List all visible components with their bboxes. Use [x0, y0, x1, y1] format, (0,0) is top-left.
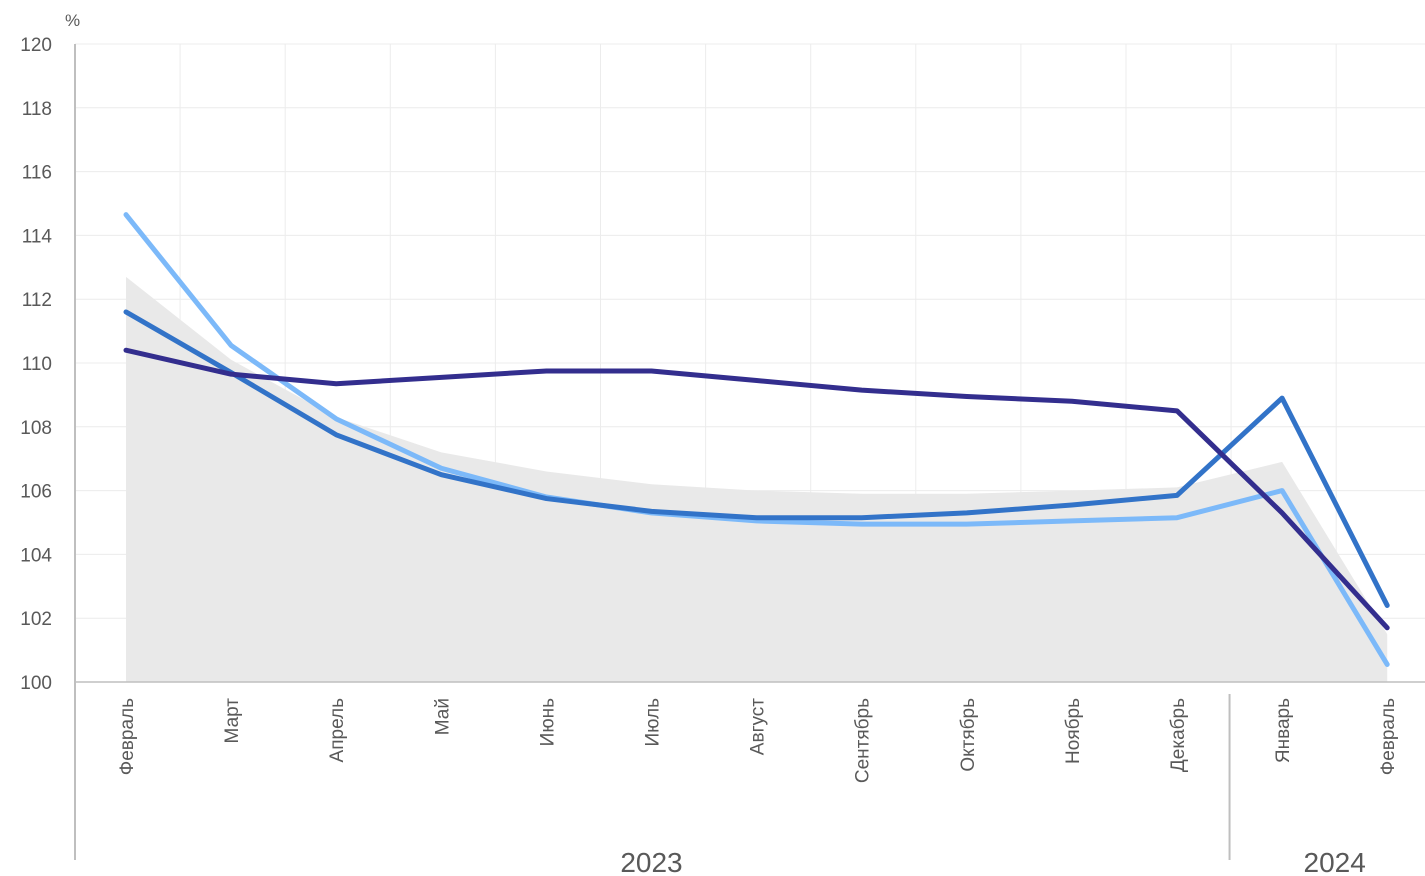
year-label: 2024 — [1304, 847, 1366, 876]
series-line-3 — [123, 347, 1390, 631]
x-tick-label: Октябрь — [958, 698, 979, 772]
y-tick-label: 106 — [20, 482, 52, 503]
series-line-1 — [123, 212, 1390, 667]
series-line-2 — [123, 309, 1390, 608]
x-tick-label: Январь — [1273, 698, 1294, 763]
x-tick-label: Февраль — [1378, 698, 1399, 775]
x-tick-label: Декабрь — [1168, 698, 1189, 772]
x-tick-label: Сентябрь — [853, 698, 874, 783]
y-tick-label: 102 — [20, 609, 52, 630]
year-label: 2023 — [620, 847, 682, 876]
x-tick-label: Ноябрь — [1063, 698, 1084, 764]
y-tick-label: 118 — [22, 99, 52, 120]
x-tick-label: Март — [222, 698, 243, 744]
y-tick-label: 104 — [20, 545, 52, 566]
x-tick-label: Май — [432, 698, 453, 735]
y-unit-label: % — [65, 11, 80, 30]
shaded-area — [126, 276, 1388, 682]
y-tick-label: 116 — [22, 163, 52, 184]
y-tick-label: 100 — [20, 673, 52, 694]
x-tick-label: Июль — [643, 698, 664, 747]
y-tick-label: 120 — [20, 35, 52, 56]
y-tick-label: 110 — [22, 354, 52, 375]
x-tick-label: Февраль — [117, 698, 138, 775]
x-tick-label: Август — [748, 698, 769, 755]
x-tick-label: Июнь — [537, 698, 558, 746]
y-tick-label: 114 — [22, 226, 53, 247]
y-tick-label: 112 — [22, 290, 52, 311]
x-tick-label: Апрель — [327, 698, 348, 763]
y-tick-label: 108 — [20, 418, 52, 439]
